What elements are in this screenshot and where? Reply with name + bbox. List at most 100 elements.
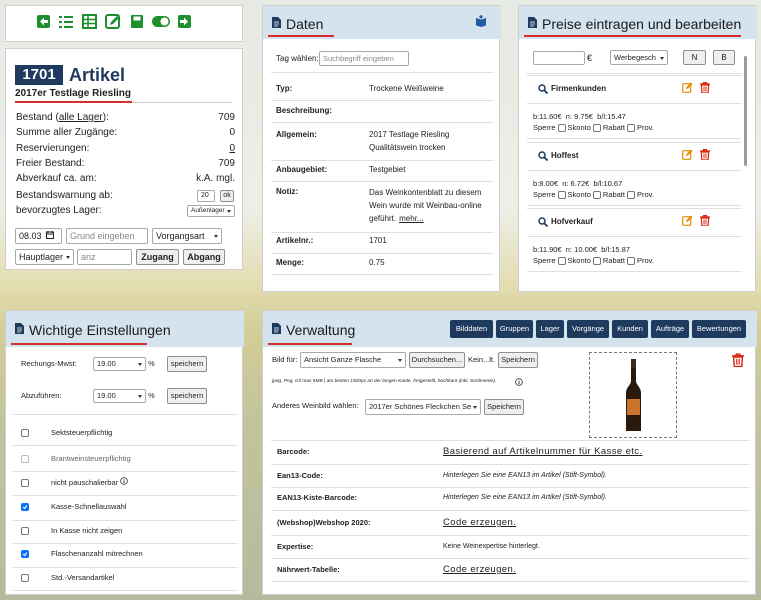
- field-value-line: 2017 Testlage Riesling: [369, 130, 450, 139]
- checkbox[interactable]: [21, 527, 29, 535]
- price-button[interactable]: N: [683, 50, 706, 65]
- icon-shape: [274, 327, 279, 333]
- checkbox[interactable]: [592, 124, 601, 132]
- separator: [271, 440, 749, 441]
- option-text: Kasse-Schnellauswahl: [51, 502, 127, 511]
- search-icon[interactable]: [538, 217, 549, 228]
- type-select[interactable]: Vorgangsart: [152, 228, 222, 244]
- checkbox[interactable]: [626, 124, 635, 132]
- header-icon: [272, 16, 281, 28]
- tab[interactable]: Bilddaten: [450, 320, 493, 338]
- icon-shape: [272, 323, 281, 334]
- code-note: Hinterlegen Sie eine EAN13 im Artikel (S…: [443, 494, 607, 501]
- stock-button[interactable]: Abgang: [183, 249, 225, 265]
- edit-icon[interactable]: [682, 82, 693, 93]
- delete-icon[interactable]: [700, 82, 710, 94]
- tab[interactable]: Kunden: [612, 320, 648, 338]
- more-link[interactable]: mehr...: [399, 214, 424, 223]
- separator: [13, 543, 237, 544]
- separator: [13, 471, 237, 472]
- separator: [527, 170, 741, 171]
- save-button[interactable]: speichern: [167, 356, 207, 372]
- edit-icon[interactable]: [682, 215, 693, 226]
- tag-input[interactable]: Suchbegriff eingeben: [319, 51, 409, 66]
- checkbox[interactable]: [21, 550, 29, 558]
- image-preview[interactable]: [589, 352, 677, 438]
- label-link[interactable]: alle Lager: [58, 112, 103, 123]
- tab[interactable]: Bewertungen: [692, 320, 746, 338]
- save-button[interactable]: Speichern: [498, 352, 538, 368]
- search-icon[interactable]: [538, 84, 549, 95]
- tab[interactable]: Lager: [536, 320, 564, 338]
- group-name: Firmenkunden: [551, 84, 607, 93]
- icon-list[interactable]: [59, 16, 73, 28]
- icon-edit[interactable]: [105, 14, 120, 29]
- checkbox[interactable]: [21, 429, 29, 437]
- info-book-icon[interactable]: [475, 15, 487, 27]
- tax-select[interactable]: 19.00: [93, 389, 146, 403]
- delete-image-icon[interactable]: [732, 353, 744, 368]
- icon-shape: [682, 215, 693, 226]
- reason-input[interactable]: Grund eingeben: [66, 228, 148, 244]
- tax-select[interactable]: 19.00: [93, 357, 146, 371]
- checkbox[interactable]: [626, 191, 635, 199]
- flag-label: Rabatt: [602, 256, 625, 265]
- icon-shape: [736, 358, 740, 365]
- icon-shape: [46, 231, 54, 235]
- row-value-link[interactable]: 0: [229, 143, 235, 154]
- toolbar-icon-details: [40, 16, 188, 26]
- search-icon[interactable]: [538, 151, 549, 162]
- code-link[interactable]: Code erzeugen.: [443, 564, 517, 575]
- tab[interactable]: Gruppen: [496, 320, 533, 338]
- icon-shape: [160, 17, 169, 26]
- lager-select[interactable]: Hauptlager: [15, 249, 74, 265]
- icon-shape: [476, 18, 486, 27]
- checkbox[interactable]: [592, 191, 601, 199]
- stock-button[interactable]: Zugang: [136, 249, 179, 265]
- tab[interactable]: Vorgänge: [567, 320, 609, 338]
- separator: [271, 253, 493, 254]
- code-link[interactable]: Basierend auf Artikelnummer für Kasse et…: [443, 446, 643, 457]
- file-name: Kein...lt.: [468, 355, 496, 364]
- checkbox[interactable]: [21, 479, 29, 487]
- price-flags: Sperre Skonto Rabatt Prov.: [533, 122, 654, 134]
- checkbox[interactable]: [557, 124, 566, 132]
- lager-select[interactable]: Außenlager: [187, 205, 235, 217]
- code-link[interactable]: Code erzeugen.: [443, 517, 517, 528]
- code-label: Barcode:: [277, 447, 310, 456]
- option-label: Std.-Versandartikel: [51, 572, 114, 584]
- warning-input[interactable]: 20: [197, 190, 215, 202]
- price-input[interactable]: [533, 51, 585, 65]
- save-button[interactable]: Speichern: [484, 399, 524, 415]
- article-title: Artikel: [69, 65, 126, 85]
- image-select[interactable]: Ansicht Ganze Flasche: [300, 352, 406, 368]
- date-input[interactable]: 08.03: [15, 228, 62, 244]
- separator: [271, 535, 749, 536]
- price-button[interactable]: B: [713, 50, 735, 65]
- icon-table[interactable]: [82, 14, 97, 29]
- delete-icon[interactable]: [700, 149, 710, 161]
- checkbox[interactable]: [557, 191, 566, 199]
- icon-shape: [22, 552, 28, 557]
- info-icon: [515, 378, 523, 386]
- icon-shape: [518, 379, 520, 381]
- ok-button[interactable]: ok: [220, 190, 234, 202]
- icon-shape: [40, 17, 48, 26]
- checkbox[interactable]: [592, 257, 601, 265]
- group-select[interactable]: Werbegesch: [610, 50, 668, 65]
- icon-shape: [528, 16, 537, 28]
- checkbox[interactable]: [557, 257, 566, 265]
- checkbox[interactable]: [21, 574, 29, 582]
- other-select[interactable]: 2017er Schönes Fleckchen Se: [365, 399, 481, 415]
- checkbox[interactable]: [626, 257, 635, 265]
- separator: [13, 567, 237, 568]
- tab[interactable]: Aufträge: [651, 320, 689, 338]
- checkbox[interactable]: [21, 503, 29, 511]
- checkbox[interactable]: [21, 455, 29, 463]
- delete-icon[interactable]: [700, 215, 710, 227]
- save-button[interactable]: speichern: [167, 388, 207, 404]
- browse-button[interactable]: Durchsuchen...: [409, 352, 465, 368]
- edit-icon[interactable]: [682, 149, 693, 160]
- separator: [271, 160, 493, 161]
- amount-input[interactable]: anz: [77, 249, 132, 265]
